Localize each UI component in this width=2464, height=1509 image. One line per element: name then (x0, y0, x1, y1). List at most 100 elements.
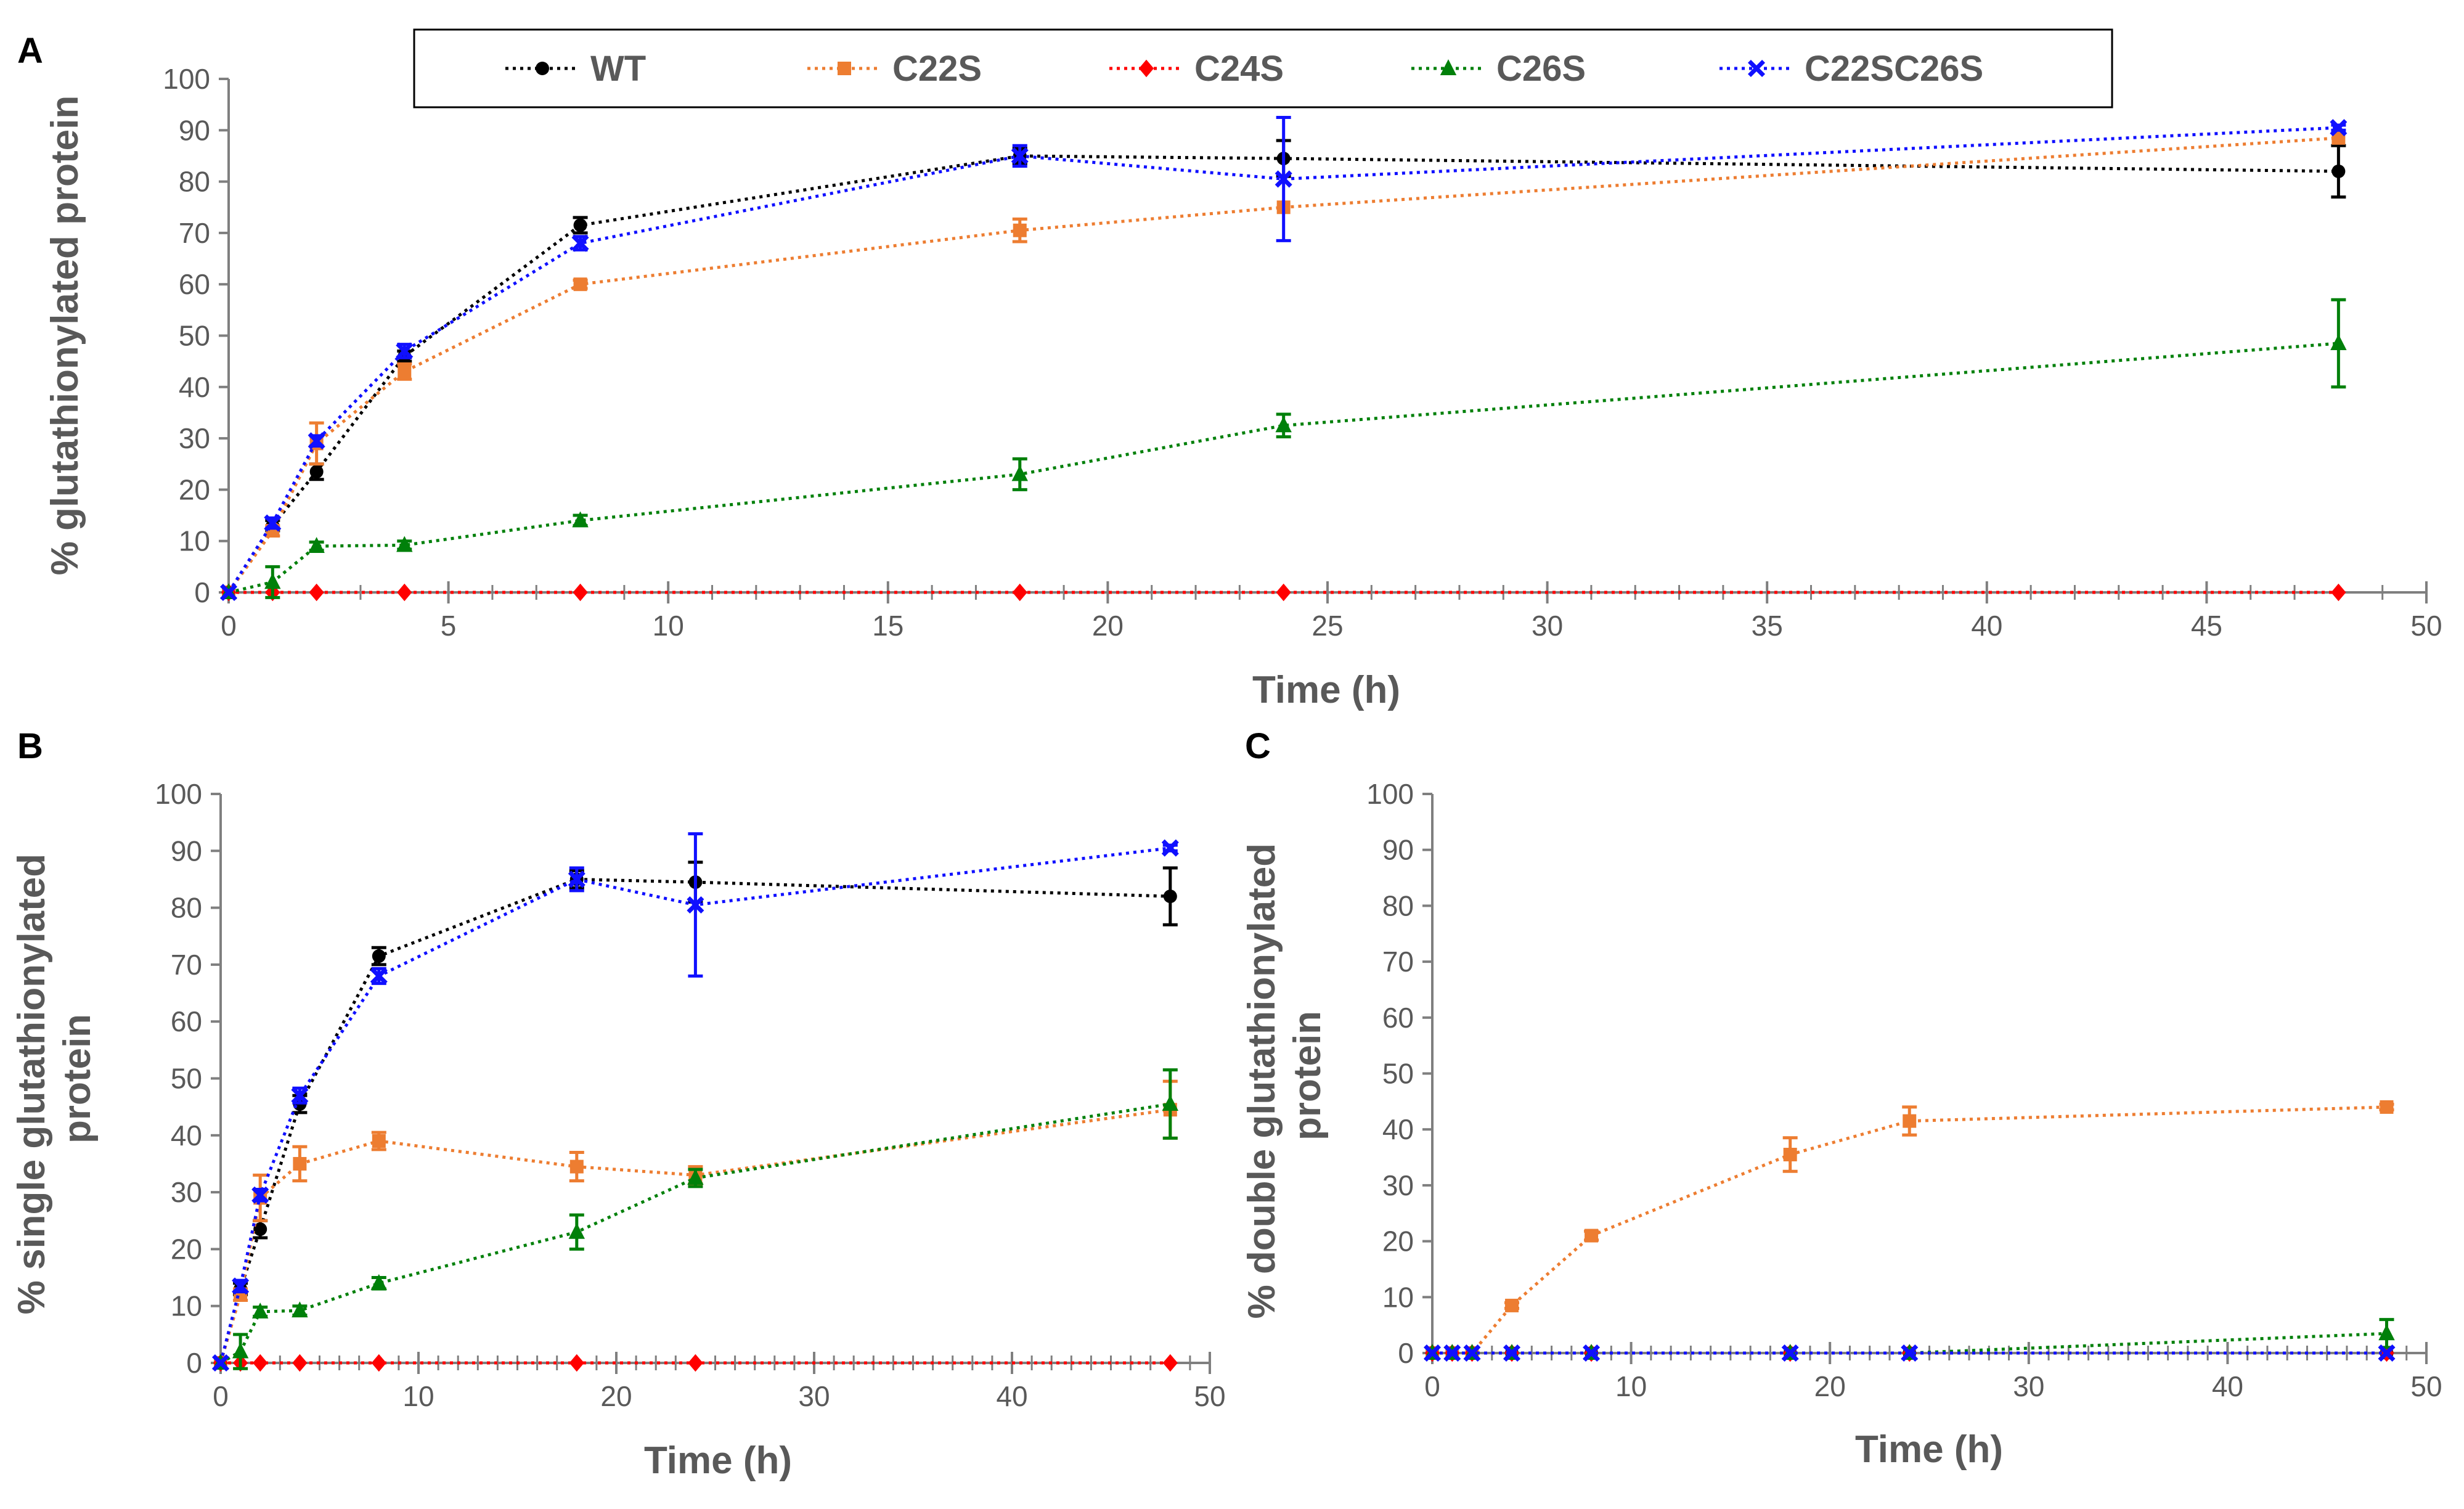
legend-label-c24s: C24S (1194, 49, 1284, 89)
panel-b-point-c26s-48 (1162, 1095, 1178, 1111)
legend-label-wt: WT (590, 49, 646, 89)
panel-b-point-c22sc26s-0 (211, 1354, 230, 1372)
panel-b-point-wt-8 (372, 949, 386, 963)
panel-b-point-c22sc26s-4-stroke-2 (291, 1087, 309, 1105)
panel-c-point-c22sc26s-4 (1503, 1344, 1521, 1362)
panel-c-label: C (1245, 726, 1271, 766)
panel-b-label: B (17, 726, 43, 766)
panel-b-y-axis-title-line2: protein (56, 1014, 99, 1143)
panel-a-x-tick-label-15: 15 (872, 610, 904, 642)
panel-c-x-tick-label-10: 10 (1615, 1370, 1647, 1402)
panel-b-y-tick-label-30: 30 (171, 1176, 202, 1208)
panel-a-point-c24s-2 (309, 583, 324, 602)
panel-a-x-tick-label-30: 30 (1532, 610, 1563, 642)
panel-c-point-c22sc26s-1 (1443, 1344, 1461, 1362)
panel-a-point-c22sc26s-4-stroke-2 (396, 342, 414, 360)
panel-a-point-c22s-8 (573, 277, 587, 292)
panel-c-x-tick-label-40: 40 (2212, 1370, 2243, 1402)
panel-a-point-c22sc26s-8-stroke-2 (571, 234, 589, 252)
panel-a-series-c24s (221, 583, 2346, 602)
panel-c-y-tick-label-30: 30 (1382, 1169, 1414, 1201)
panel-c-point-c22sc26s-18-stroke-2 (1781, 1344, 1799, 1362)
panel-b-point-c22sc26s-48-stroke-2 (1161, 839, 1179, 857)
panel-b-point-wt-2 (253, 1222, 267, 1237)
legend-marker-c22s (838, 62, 851, 75)
legend-marker-c22sc26s-stroke-2 (1747, 59, 1766, 78)
panel-a-y-axis-title: % glutathionylated protein (44, 96, 86, 575)
panel-c-point-c22sc26s-2-stroke-2 (1463, 1344, 1481, 1362)
panel-c-point-c22sc26s-0-stroke-2 (1423, 1344, 1442, 1362)
legend-label-c22s: C22S (892, 49, 982, 89)
panel-c-point-c26s-48 (2378, 1324, 2395, 1341)
panel-a-point-c22sc26s-1 (264, 514, 282, 532)
legend-marker-wt (536, 62, 549, 75)
panel-a-y-tick-label-60: 60 (179, 268, 210, 300)
panel-c-y-tick-label-70: 70 (1382, 946, 1414, 978)
panel-b-point-c22sc26s-2-stroke-2 (251, 1186, 269, 1204)
panel-b-point-c22s-8 (372, 1134, 386, 1148)
panel-b-series-c26s (212, 1068, 1178, 1370)
panel-a-point-c22sc26s-1-stroke-2 (264, 514, 282, 532)
panel-a-y-tick-label-10: 10 (179, 525, 210, 557)
panel-c-point-c22sc26s-48-stroke-2 (2378, 1344, 2396, 1362)
legend-label-c26s: C26S (1496, 49, 1586, 89)
panel-c-x-tick-label-50: 50 (2410, 1370, 2442, 1402)
panel-b-series-c24s (213, 1354, 1178, 1372)
panel-a-line-c22sc26s (227, 126, 2339, 594)
panel-c-point-c22sc26s-24 (1901, 1344, 1919, 1362)
panel-a-point-c22sc26s-2 (308, 432, 325, 450)
panel-a-point-c22sc26s-18 (1011, 147, 1029, 165)
panel-c-y-tick-label-50: 50 (1382, 1058, 1414, 1090)
panel-b-x-tick-label-10: 10 (402, 1380, 434, 1412)
panel-b-point-c22s-4 (293, 1156, 307, 1171)
panel-a-x-tick-label-0: 0 (221, 610, 237, 642)
panel-a-y-tick-label-40: 40 (179, 371, 210, 403)
panel-b-x-tick-label-40: 40 (996, 1380, 1027, 1412)
panel-c-y-tick-label-90: 90 (1382, 834, 1414, 866)
panel-a-x-axis-title: Time (h) (1252, 669, 1400, 711)
panel-a-point-c26s-1 (264, 573, 281, 589)
legend-marker-c24s (1138, 59, 1154, 78)
panel-a-point-c22s-4 (398, 364, 412, 378)
panel-a-point-c24s-4 (397, 583, 412, 602)
panel-c-x-tick-label-30: 30 (2013, 1370, 2044, 1402)
panel-b: B 0 10 20 30 40 50 60 70 80 90 100 0 10 20 30 40 50 Time… (10, 726, 1226, 1482)
panel-a-point-c22sc26s-18-stroke-2 (1011, 147, 1029, 165)
panel-b-y-tick-label-70: 70 (171, 949, 202, 981)
panel-a-x-tick-label-5: 5 (441, 610, 457, 642)
panel-a-point-c26s-24 (1275, 416, 1292, 433)
panel-a-point-c22sc26s-4 (396, 342, 414, 360)
panel-c-x-tick-label-0: 0 (1424, 1370, 1440, 1402)
panel-a-x-tick-label-35: 35 (1752, 610, 1783, 642)
panel-a-point-c22s-48 (2331, 131, 2346, 145)
panel-a-point-c24s-24 (1276, 583, 1291, 602)
panel-b-point-c22sc26s-48 (1161, 839, 1179, 857)
panel-a-point-c22sc26s-24-stroke-2 (1275, 170, 1292, 188)
panel-b-point-c22sc26s-24 (687, 896, 704, 914)
panel-b-x-tick-label-0: 0 (213, 1380, 229, 1412)
panel-a-point-c22sc26s-24 (1275, 170, 1292, 188)
panel-c: C 0 10 20 30 40 50 60 70 80 90 100 0 10 20 30 40 50 Time… (1241, 726, 2442, 1471)
panel-a-point-wt-48 (2331, 164, 2346, 178)
panel-b-point-c26s-2 (252, 1302, 269, 1319)
panel-c-y-tick-label-80: 80 (1382, 889, 1414, 922)
panel-b-point-c22sc26s-24-stroke-2 (687, 896, 704, 914)
panel-b-line-wt (219, 877, 1170, 1364)
panel-a-x-tick-label-50: 50 (2410, 610, 2442, 642)
panel-a-x-tick-label-20: 20 (1092, 610, 1124, 642)
panel-c-y-tick-label-100: 100 (1366, 778, 1414, 810)
panel-a-y-tick-label-90: 90 (179, 114, 210, 146)
panel-a-y-tick-label-100: 100 (163, 63, 210, 95)
panel-a-point-wt-8 (573, 218, 587, 232)
panel-b-y-tick-label-100: 100 (155, 778, 202, 810)
panel-b-x-tick-label-20: 20 (600, 1380, 632, 1412)
panel-c-point-c22s-48 (2380, 1100, 2394, 1114)
panel-b-y-axis-title-line1: % single glutathionylated (10, 854, 53, 1315)
panel-c-y-axis-title-line2: protein (1286, 1011, 1329, 1140)
panel-c-plot: 0 10 20 30 40 50 60 70 80 90 100 0 10 20 30 40 50 (1366, 778, 2442, 1402)
panel-c-y-tick-label-0: 0 (1398, 1337, 1414, 1369)
panel-b-point-c24s-8 (371, 1354, 386, 1372)
panel-a-x-tick-label-45: 45 (2191, 610, 2222, 642)
panel-a-point-c22sc26s-48 (2330, 119, 2348, 137)
